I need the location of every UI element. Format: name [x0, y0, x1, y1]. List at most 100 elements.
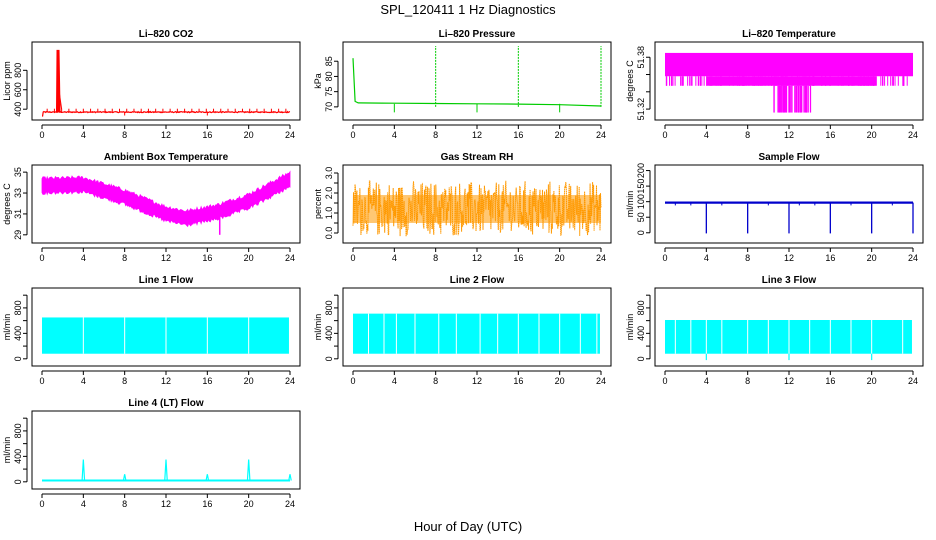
- y-tick-label: 400: [13, 326, 23, 341]
- y-axis-label: ml/min: [2, 314, 12, 341]
- temp-band: [665, 52, 913, 77]
- x-tick-label: 0: [662, 376, 667, 386]
- x-tick-label: 8: [745, 130, 750, 140]
- data-group: [353, 313, 600, 354]
- x-tick-label: 12: [161, 499, 171, 509]
- x-tick-label: 16: [202, 130, 212, 140]
- y-tick-label: 2.0: [324, 187, 334, 200]
- lt-flow-spike: [288, 474, 292, 481]
- panel-frame: [654, 287, 924, 367]
- x-tick-label: 24: [285, 499, 295, 509]
- x-tick-label: 12: [472, 376, 482, 386]
- x-tick-label: 0: [39, 253, 44, 263]
- temp-mid: [706, 76, 877, 86]
- panel-frame: [31, 410, 301, 490]
- figure-title: SPL_120411 1 Hz Diagnostics: [380, 2, 556, 17]
- y-tick-label: 400: [13, 102, 23, 117]
- x-tick-label: 8: [745, 376, 750, 386]
- x-tick-label: 0: [350, 376, 355, 386]
- data-group: [352, 180, 602, 237]
- ambient-band: [41, 170, 291, 228]
- x-tick-label: 16: [825, 376, 835, 386]
- x-tick-label: 24: [285, 376, 295, 386]
- y-tick-label: 3.0: [324, 167, 334, 180]
- data-group: [42, 49, 291, 117]
- x-tick-label: 8: [433, 253, 438, 263]
- x-tick-label: 20: [244, 253, 254, 263]
- x-tick-label: 20: [555, 130, 565, 140]
- x-tick-label: 20: [244, 376, 254, 386]
- panel-p5: Gas Stream RH percent 0 4 8 12 16 20 24 0.0 1.0 2.0…: [313, 152, 612, 263]
- panel-frame: [31, 164, 301, 244]
- y-tick-label: 100: [636, 194, 646, 209]
- y-axis-label: degrees C: [2, 183, 12, 225]
- x-tick-label: 4: [392, 130, 397, 140]
- panel-frame: [342, 41, 612, 121]
- data-group: [42, 317, 291, 354]
- y-tick-label: 400: [324, 326, 334, 341]
- data-group: [41, 170, 291, 235]
- x-tick-label: 0: [39, 376, 44, 386]
- x-tick-label: 12: [161, 376, 171, 386]
- x-tick-label: 8: [433, 376, 438, 386]
- lt-flow-spike: [205, 474, 210, 481]
- x-tick-label: 4: [81, 253, 86, 263]
- panel-title: Line 3 Flow: [762, 275, 817, 286]
- x-tick-label: 24: [285, 130, 295, 140]
- x-tick-label: 8: [745, 253, 750, 263]
- x-tick-label: 4: [81, 499, 86, 509]
- co2-spike: [55, 49, 61, 113]
- x-tick-label: 0: [350, 130, 355, 140]
- y-tick-label: 51.38: [636, 46, 646, 69]
- lt-flow-spike: [164, 459, 168, 481]
- data-group: [352, 46, 602, 113]
- series-line: [352, 58, 602, 107]
- x-tick-label: 8: [122, 253, 127, 263]
- x-tick-label: 16: [202, 253, 212, 263]
- y-tick-label: 0.0: [324, 227, 334, 240]
- flow-band: [665, 320, 912, 354]
- y-tick-label: 0: [13, 356, 23, 361]
- y-tick-label: 51.32: [636, 98, 646, 121]
- lt-flow-spike: [81, 459, 86, 481]
- data-group: [665, 201, 914, 234]
- panel-p8: Line 2 Flow ml/min 0 4 8 12 16 20 24 0 400 800: [313, 275, 612, 386]
- y-tick-label: 75: [324, 87, 334, 97]
- y-tick-label: 85: [324, 56, 334, 66]
- panel-title: Li–820 Temperature: [742, 29, 836, 40]
- x-tick-label: 12: [784, 376, 794, 386]
- y-tick-label: 150: [636, 179, 646, 194]
- x-tick-label: 4: [392, 376, 397, 386]
- x-tick-label: 4: [704, 130, 709, 140]
- panel-p3: Li–820 Temperature degrees C 0 4 8 12 16 20 24 51…: [625, 29, 924, 140]
- y-axis-label: kPa: [313, 73, 323, 89]
- panel-p7: Line 1 Flow ml/min 0 4 8 12 16 20 24 0 400 800: [2, 275, 301, 386]
- x-tick-label: 12: [161, 253, 171, 263]
- y-axis-label: ml/min: [313, 314, 323, 341]
- y-axis-label: Licor ppm: [2, 61, 12, 101]
- x-tick-label: 20: [867, 376, 877, 386]
- y-axis-label: ml/min: [625, 191, 635, 218]
- panel-frame: [342, 164, 612, 244]
- y-tick-label: 0: [636, 356, 646, 361]
- x-tick-label: 20: [867, 253, 877, 263]
- rh-band: [353, 195, 601, 223]
- lt-flow-spike: [246, 459, 251, 481]
- x-tick-label: 4: [704, 376, 709, 386]
- panel-title: Li–820 Pressure: [439, 29, 516, 40]
- x-tick-label: 24: [596, 253, 606, 263]
- x-tick-label: 0: [350, 253, 355, 263]
- x-tick-label: 0: [39, 499, 44, 509]
- x-tick-label: 16: [825, 130, 835, 140]
- panel-frame: [342, 287, 612, 367]
- x-tick-label: 24: [908, 253, 918, 263]
- x-tick-label: 12: [472, 253, 482, 263]
- x-tick-label: 24: [908, 376, 918, 386]
- panel-frame: [654, 41, 924, 121]
- panel-title: Sample Flow: [758, 152, 819, 163]
- flow-band: [42, 317, 289, 354]
- x-tick-label: 20: [244, 130, 254, 140]
- flow-band: [353, 313, 600, 354]
- x-tick-label: 0: [39, 130, 44, 140]
